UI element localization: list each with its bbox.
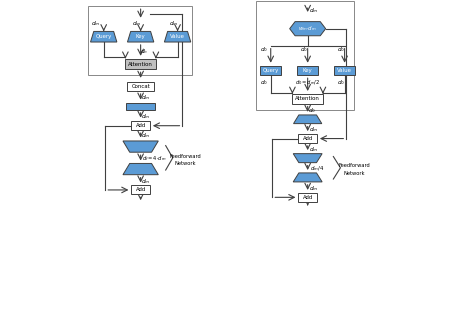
Text: Add: Add bbox=[302, 136, 313, 141]
Text: Query: Query bbox=[96, 34, 112, 39]
Bar bbox=[260, 66, 281, 75]
Text: Key: Key bbox=[136, 34, 146, 39]
Text: Add: Add bbox=[302, 195, 313, 200]
Text: $d_m$: $d_m$ bbox=[141, 112, 150, 122]
Text: $d_m$: $d_m$ bbox=[309, 6, 318, 15]
Bar bbox=[298, 193, 317, 202]
Bar bbox=[298, 134, 317, 143]
Polygon shape bbox=[128, 31, 154, 42]
Polygon shape bbox=[164, 31, 191, 42]
Text: Value: Value bbox=[337, 68, 352, 73]
Bar bbox=[126, 59, 156, 69]
Bar bbox=[128, 82, 154, 91]
Polygon shape bbox=[123, 141, 158, 152]
Bar bbox=[292, 94, 323, 104]
Polygon shape bbox=[293, 173, 322, 182]
Text: $d_0$: $d_0$ bbox=[260, 78, 268, 87]
Text: $d_m/4$: $d_m/4$ bbox=[310, 164, 324, 173]
Text: Attention: Attention bbox=[295, 96, 320, 101]
Bar bbox=[88, 6, 192, 75]
Text: $d_f{=}4{\cdot}d_m$: $d_f{=}4{\cdot}d_m$ bbox=[142, 154, 166, 163]
Text: Network: Network bbox=[174, 161, 196, 166]
Polygon shape bbox=[293, 115, 322, 124]
Text: Feedforward: Feedforward bbox=[169, 154, 201, 159]
Text: $d_m$: $d_m$ bbox=[309, 125, 318, 134]
Text: $d_0$: $d_0$ bbox=[309, 106, 317, 115]
Bar bbox=[126, 103, 155, 110]
Text: $d_m$: $d_m$ bbox=[141, 131, 150, 140]
Text: $d_m$: $d_m$ bbox=[141, 93, 150, 102]
Text: $d_0$: $d_0$ bbox=[301, 45, 309, 54]
Polygon shape bbox=[91, 31, 117, 42]
Text: Attention: Attention bbox=[128, 62, 153, 66]
Text: $d_0$: $d_0$ bbox=[337, 78, 346, 87]
Text: Key: Key bbox=[303, 68, 312, 73]
Text: Feedforward: Feedforward bbox=[338, 163, 370, 168]
Bar bbox=[131, 185, 150, 194]
Text: $d_0$: $d_0$ bbox=[260, 45, 268, 54]
Text: $w_m{\cdot}d_m$: $w_m{\cdot}d_m$ bbox=[298, 24, 317, 33]
Bar bbox=[131, 121, 150, 130]
Text: $d_h$: $d_h$ bbox=[140, 47, 148, 56]
Bar bbox=[297, 66, 318, 75]
Text: $d_0{=}d_m/2$: $d_0{=}d_m/2$ bbox=[295, 78, 320, 87]
Text: Concat: Concat bbox=[131, 84, 150, 89]
Text: Network: Network bbox=[344, 171, 365, 176]
Polygon shape bbox=[123, 163, 158, 175]
Text: Query: Query bbox=[263, 68, 279, 73]
Text: Add: Add bbox=[136, 188, 146, 192]
Text: Value: Value bbox=[170, 34, 185, 39]
Bar bbox=[256, 1, 354, 110]
Text: $d_m$: $d_m$ bbox=[132, 19, 142, 28]
Bar bbox=[334, 66, 355, 75]
Text: $d_m$: $d_m$ bbox=[309, 184, 318, 193]
Text: $d_m$: $d_m$ bbox=[309, 145, 318, 154]
Text: $d_m$: $d_m$ bbox=[91, 19, 100, 28]
Polygon shape bbox=[290, 22, 326, 36]
Text: $d_m$: $d_m$ bbox=[169, 19, 178, 28]
Text: $d_m$: $d_m$ bbox=[141, 177, 150, 186]
Text: $d_0$: $d_0$ bbox=[337, 45, 346, 54]
Polygon shape bbox=[293, 154, 322, 163]
Text: Add: Add bbox=[136, 123, 146, 128]
